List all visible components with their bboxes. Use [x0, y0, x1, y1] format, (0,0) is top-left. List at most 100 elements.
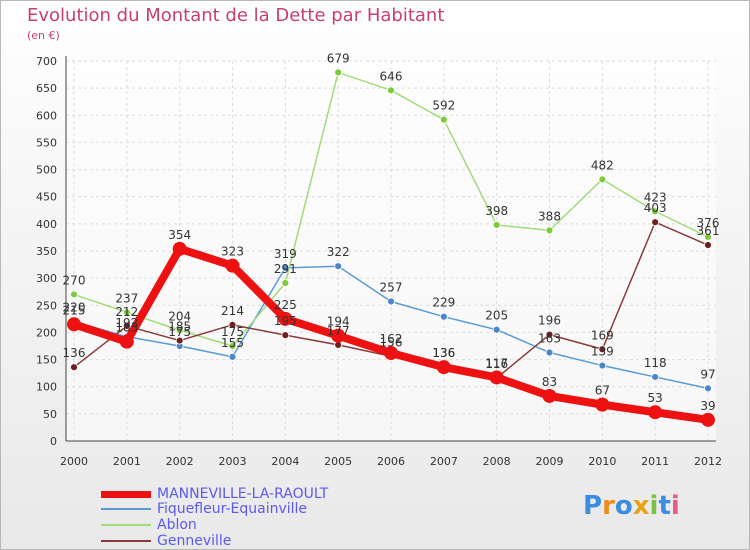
data-point	[172, 241, 187, 256]
data-label: 323	[221, 245, 244, 259]
y-tick-label: 400	[36, 218, 57, 231]
data-label: 257	[380, 280, 403, 294]
data-point	[595, 397, 610, 412]
data-label: 291	[274, 262, 297, 276]
x-tick-label: 2006	[377, 455, 405, 468]
data-label: 175	[168, 325, 191, 339]
y-tick-label: 150	[36, 354, 57, 367]
data-point	[387, 86, 395, 95]
data-label: 175	[221, 325, 244, 339]
data-label: 185	[168, 320, 191, 334]
data-point	[387, 297, 395, 306]
x-tick-label: 2007	[430, 455, 458, 468]
data-point	[648, 405, 663, 420]
data-label: 679	[327, 51, 350, 65]
data-point	[492, 221, 501, 229]
data-point	[228, 320, 237, 329]
data-label: 205	[485, 309, 508, 323]
data-point	[175, 326, 184, 335]
legend-swatch-manneville	[101, 491, 151, 498]
data-point	[334, 262, 343, 271]
legend-label-fiquefleur: Fiquefleur-Equainville	[157, 501, 308, 517]
data-label: 155	[221, 336, 244, 350]
data-label: 376	[697, 216, 720, 230]
data-point	[334, 68, 343, 77]
x-tick-label: 2002	[166, 455, 194, 468]
data-label: 225	[274, 298, 297, 312]
y-tick-label: 650	[36, 82, 57, 95]
logo-letter: o	[614, 491, 633, 521]
data-label: 118	[644, 356, 667, 370]
data-point	[651, 373, 660, 381]
logo-letter: t	[658, 491, 671, 521]
data-label: 319	[274, 247, 297, 261]
logo-letter: r	[602, 491, 615, 521]
logo-letter: P	[583, 491, 603, 521]
y-tick-label: 100	[36, 381, 57, 394]
legend-label-ablon: Ablon	[157, 517, 197, 533]
y-tick-label: 500	[36, 164, 57, 177]
data-point	[598, 345, 607, 354]
legend-swatch-genneville	[101, 540, 151, 542]
data-label: 169	[591, 328, 614, 342]
data-label: 214	[221, 304, 244, 318]
data-label: 212	[115, 305, 138, 319]
x-tick-label: 2001	[113, 455, 141, 468]
data-point	[545, 330, 554, 339]
y-tick-label: 50	[43, 408, 57, 421]
x-tick-label: 2005	[324, 455, 352, 468]
data-point	[281, 279, 290, 287]
data-label: 67	[595, 384, 610, 398]
data-label: 361	[697, 224, 720, 238]
x-tick-label: 2003	[219, 455, 247, 468]
legend-swatch-ablon	[101, 524, 151, 526]
data-label: 116	[485, 357, 508, 371]
y-tick-label: 300	[36, 272, 57, 285]
data-label: 39	[700, 399, 715, 413]
data-point	[331, 328, 346, 343]
logo-letter: x	[632, 491, 650, 521]
data-label: 423	[644, 190, 667, 204]
data-label: 192	[115, 316, 138, 330]
chart-title: Evolution du Montant de la Dette par Hab…	[27, 5, 445, 26]
y-tick-label: 0	[50, 435, 57, 448]
y-tick-label: 550	[36, 136, 57, 149]
data-point	[651, 218, 660, 227]
data-point	[122, 322, 131, 330]
data-label: 195	[274, 314, 297, 328]
data-point	[122, 308, 131, 317]
legend-label-manneville: MANNEVILLE-LA-RAOULT	[157, 486, 329, 502]
data-label: 53	[648, 391, 663, 405]
data-point	[67, 317, 81, 332]
logo-letter: i	[649, 491, 659, 521]
data-point	[436, 360, 451, 375]
data-point	[281, 331, 290, 340]
data-label: 220	[63, 301, 86, 315]
data-point	[545, 348, 554, 357]
data-point	[492, 325, 501, 334]
data-label: 97	[700, 367, 715, 381]
data-point	[489, 370, 504, 385]
x-tick-label: 2012	[694, 455, 722, 468]
data-label: 194	[327, 315, 350, 329]
data-label: 136	[432, 346, 455, 360]
data-label: 156	[380, 335, 403, 349]
data-label: 136	[63, 346, 86, 360]
y-tick-label: 600	[36, 109, 57, 122]
data-point	[228, 342, 237, 350]
data-label: 163	[538, 332, 561, 346]
data-point	[542, 388, 557, 403]
x-tick-label: 2009	[536, 455, 564, 468]
chart-subtitle: (en €)	[27, 29, 60, 42]
proxiti-logo: Proxiti	[583, 491, 680, 521]
data-point	[651, 207, 660, 216]
data-label: 237	[115, 291, 138, 305]
data-point	[228, 352, 237, 361]
data-point	[70, 290, 78, 299]
x-tick-label: 2004	[271, 455, 299, 468]
x-tick-label: 2000	[60, 455, 88, 468]
y-tick-label: 700	[36, 55, 57, 68]
data-label: 177	[327, 324, 350, 338]
